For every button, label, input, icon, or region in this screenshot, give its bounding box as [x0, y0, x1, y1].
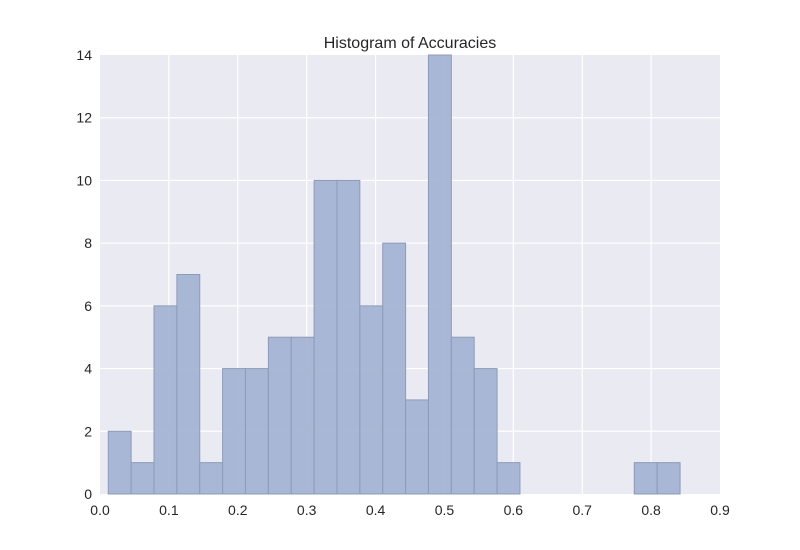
- x-tick-label: 0.4: [366, 502, 386, 518]
- histogram-bar: [633, 462, 658, 495]
- histogram-bar: [656, 462, 681, 495]
- y-tick-label: 4: [84, 361, 92, 377]
- histogram-bar: [153, 305, 178, 495]
- histogram-bar: [473, 368, 498, 495]
- grid-lines: [100, 55, 720, 494]
- x-tick-label: 0.2: [228, 502, 248, 518]
- histogram-bar: [176, 274, 201, 495]
- histogram-bar: [313, 179, 338, 495]
- y-tick-label: 6: [84, 298, 92, 314]
- histogram-bar: [336, 179, 361, 495]
- x-tick-label: 0.9: [710, 502, 730, 518]
- histogram-bar: [199, 462, 224, 495]
- y-axis-ticks: 0 2 4 6 8 10 12 14: [76, 47, 92, 502]
- histogram-bars: [107, 54, 681, 495]
- histogram-bar: [359, 305, 384, 495]
- histogram-bar: [130, 462, 155, 495]
- x-tick-label: 0.8: [641, 502, 661, 518]
- histogram-bar: [107, 430, 132, 495]
- y-tick-label: 0: [84, 486, 92, 502]
- histogram-bar: [267, 336, 292, 495]
- y-tick-label: 10: [76, 172, 92, 188]
- chart-title: Histogram of Accuracies: [324, 35, 497, 52]
- histogram-bar: [382, 242, 407, 495]
- x-axis-ticks: 0.0 0.1 0.2 0.3 0.4 0.5 0.6 0.7 0.8 0.9: [90, 502, 730, 518]
- y-tick-label: 14: [76, 47, 92, 63]
- x-tick-label: 0.1: [159, 502, 179, 518]
- x-tick-label: 0.5: [435, 502, 455, 518]
- histogram-bar: [450, 336, 475, 495]
- y-tick-label: 2: [84, 423, 92, 439]
- x-tick-label: 0.0: [90, 502, 110, 518]
- x-tick-label: 0.7: [572, 502, 592, 518]
- x-tick-label: 0.3: [297, 502, 317, 518]
- histogram-bar: [222, 368, 246, 495]
- histogram-bar: [290, 336, 315, 495]
- histogram-bar: [427, 54, 452, 495]
- histogram-bar: [496, 462, 521, 495]
- y-tick-label: 12: [76, 110, 92, 126]
- y-tick-label: 8: [84, 235, 92, 251]
- histogram-bar: [244, 368, 269, 495]
- histogram-bar: [405, 399, 429, 495]
- x-tick-label: 0.6: [504, 502, 524, 518]
